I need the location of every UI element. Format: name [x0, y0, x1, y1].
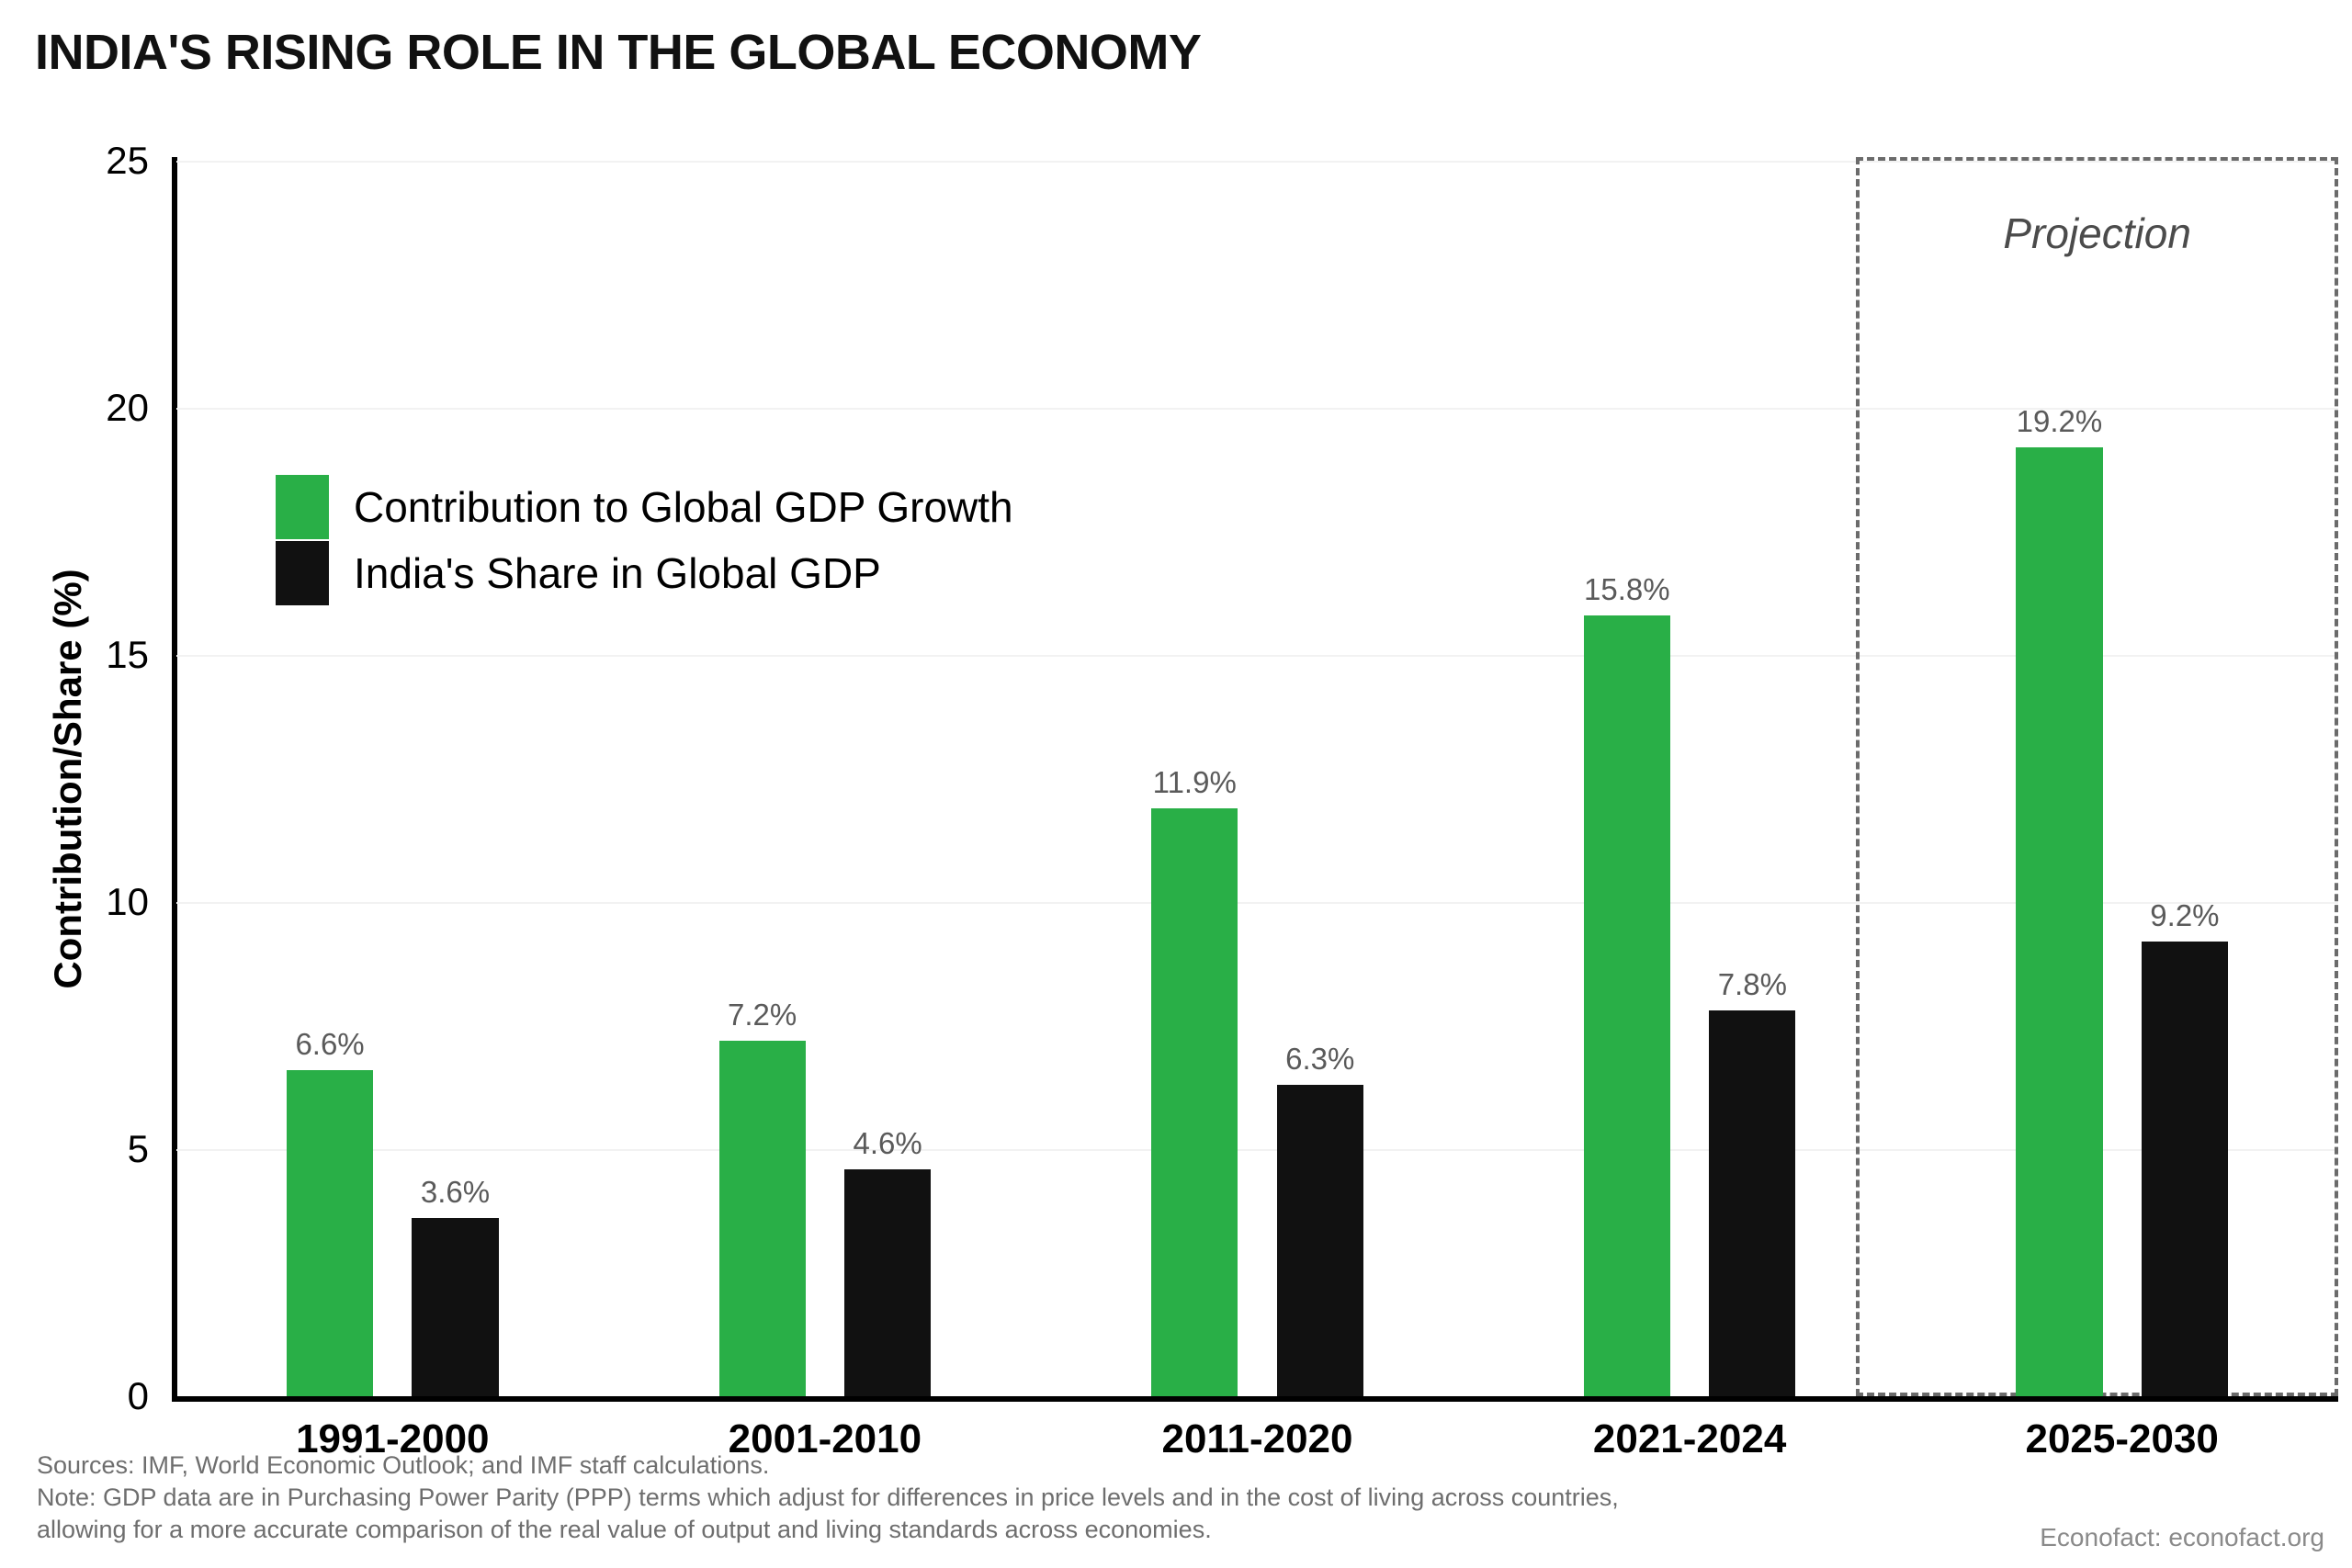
bar-value-label: 19.2% — [2016, 404, 2103, 439]
legend-label-share: India's Share in Global GDP — [354, 549, 881, 597]
x-tick-label: 2021-2024 — [1592, 1416, 1787, 1461]
bar-value-label: 7.2% — [728, 997, 797, 1032]
bar-value-label: 6.3% — [1285, 1042, 1355, 1077]
bar-value-label: 15.8% — [1584, 571, 1670, 606]
footer-note-line-2: allowing for a more accurate comparison … — [37, 1516, 1212, 1544]
bar-contribution[interactable]: 7.2% — [718, 998, 806, 1396]
bar-share[interactable]: 4.6% — [844, 1126, 932, 1396]
gridline — [176, 408, 2338, 410]
x-tick-label: 2025-2030 — [2025, 1416, 2219, 1461]
bar-value-label: 6.6% — [295, 1026, 365, 1061]
projection-label: Projection — [2003, 209, 2191, 257]
legend-swatch-black-icon — [276, 541, 329, 605]
y-tick-label: 10 — [106, 880, 149, 923]
x-tick-label: 2001-2010 — [728, 1416, 922, 1461]
bar-value-label: 9.2% — [2150, 898, 2220, 933]
source-credit: Econofact: econofact.org — [2040, 1523, 2324, 1551]
bar-contribution[interactable]: 15.8% — [1583, 572, 1670, 1396]
bar-share[interactable]: 7.8% — [1709, 967, 1796, 1396]
y-axis-line — [172, 157, 177, 1400]
footer-note-line-1: Note: GDP data are in Purchasing Power P… — [37, 1483, 1619, 1512]
bar-value-label: 3.6% — [420, 1175, 491, 1210]
legend-label-contribution: Contribution to Global GDP Growth — [354, 483, 1013, 531]
gridline — [176, 902, 2338, 904]
bar-value-label: 7.8% — [1717, 967, 1787, 1002]
gridline — [176, 161, 2338, 163]
bar-share[interactable]: 9.2% — [2141, 898, 2228, 1396]
bar-contribution[interactable]: 19.2% — [2016, 404, 2103, 1396]
y-tick-label: 5 — [127, 1127, 149, 1170]
legend-item-share: India's Share in Global GDP — [276, 540, 1013, 606]
y-axis-title: Contribution/Share (%) — [46, 568, 89, 989]
footer-sources: Sources: IMF, World Economic Outlook; an… — [37, 1451, 770, 1479]
bar-group: 11.9% 6.3% 2011-2020 — [1041, 161, 1474, 1461]
bar-group: 7.2% 4.6% 2001-2010 — [609, 161, 1042, 1461]
plot-area: Contribution/Share (%) 0 5 10 15 20 25 Projec… — [46, 139, 2338, 1461]
footer-notes: Sources: IMF, World Economic Outlook; an… — [37, 1450, 1619, 1546]
x-axis-line — [172, 1396, 2338, 1402]
x-tick-label: 1991-2000 — [296, 1416, 490, 1461]
x-tick-label: 2011-2020 — [1161, 1416, 1353, 1461]
legend: Contribution to Global GDP Growth India'… — [276, 474, 1013, 606]
gridline — [176, 655, 2338, 657]
y-tick-label: 25 — [106, 139, 149, 182]
page-title: INDIA'S RISING ROLE IN THE GLOBAL ECONOM… — [35, 25, 1202, 80]
legend-swatch-green-icon — [276, 475, 329, 539]
bar-share[interactable]: 6.3% — [1276, 1042, 1363, 1396]
y-tick-label: 15 — [106, 633, 149, 676]
bar-contribution[interactable]: 11.9% — [1151, 765, 1238, 1396]
y-tick-label: 0 — [127, 1374, 149, 1417]
bar-group: 6.6% 3.6% 1991-2000 — [176, 161, 609, 1461]
bar-value-label: 4.6% — [853, 1125, 922, 1160]
legend-item-contribution: Contribution to Global GDP Growth — [276, 474, 1013, 540]
bar-share[interactable]: 3.6% — [412, 1175, 499, 1396]
bar-group: 19.2% 9.2% 2025-2030 — [1905, 161, 2338, 1461]
gridline — [176, 1149, 2338, 1151]
bar-contribution[interactable]: 6.6% — [287, 1027, 374, 1396]
y-tick-label: 20 — [106, 386, 149, 429]
bar-value-label: 11.9% — [1152, 764, 1237, 799]
bar-group: 15.8% 7.8% 2021-2024 — [1474, 161, 1906, 1461]
